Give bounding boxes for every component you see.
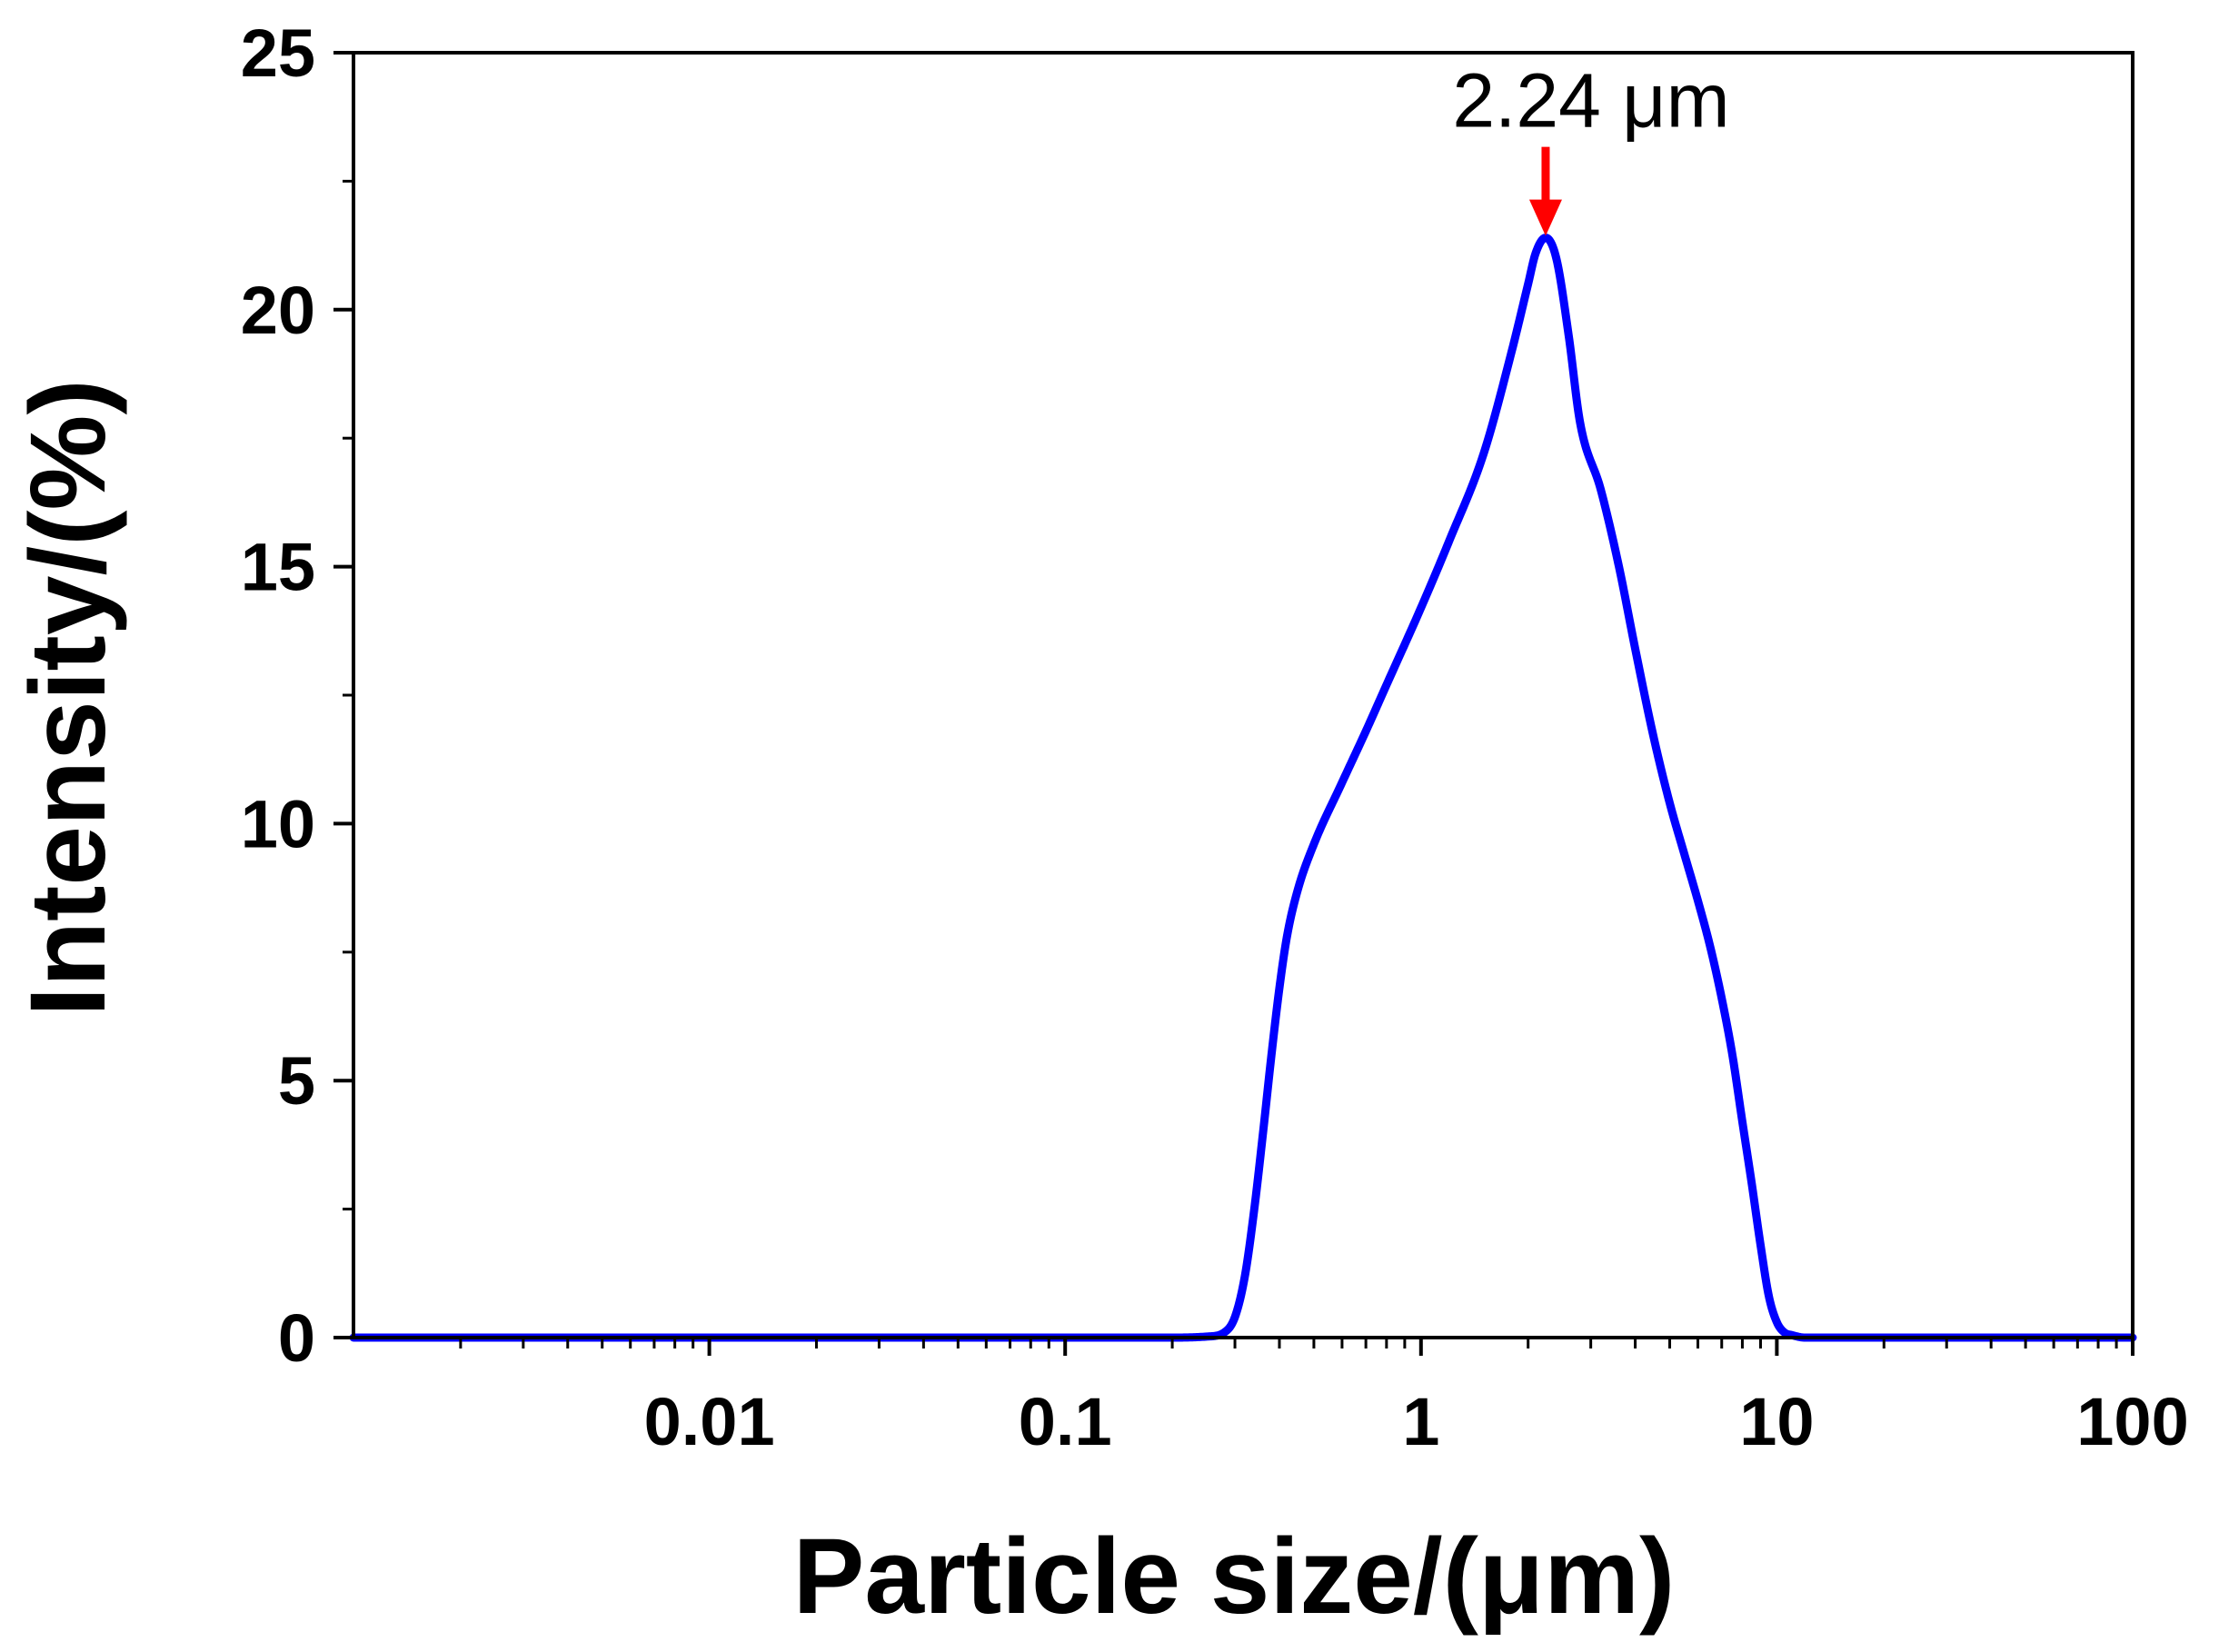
y-axis-title: Intensity/(%)	[8, 379, 128, 1017]
axis-layer: 0.01 0.1 1 10 100 0 5 10 15 20 25 2.24 μm	[241, 15, 2189, 1459]
series-line-0	[349, 234, 2137, 1342]
peak-annotation-label: 2.24 μm	[1452, 58, 1729, 144]
plot-frame	[352, 51, 2134, 1339]
x-tick-label: 0.1	[1019, 1384, 1112, 1459]
y-tick-label: 25	[241, 15, 315, 91]
x-axis-title: Particle size/(μm)	[793, 1517, 1676, 1637]
y-tick-label: 15	[241, 530, 315, 605]
y-tick-label: 20	[241, 273, 315, 348]
y-tick-label: 5	[278, 1043, 315, 1119]
x-tick-label: 0.01	[644, 1384, 775, 1459]
y-tick-label: 0	[278, 1300, 315, 1376]
x-tick-label: 1	[1402, 1384, 1439, 1459]
x-tick-label: 100	[2076, 1384, 2188, 1459]
y-tick-label: 10	[241, 786, 315, 861]
peak-arrow-head	[1528, 199, 1562, 236]
x-tick-label: 10	[1739, 1384, 1814, 1459]
plot-layer	[349, 234, 2137, 1342]
